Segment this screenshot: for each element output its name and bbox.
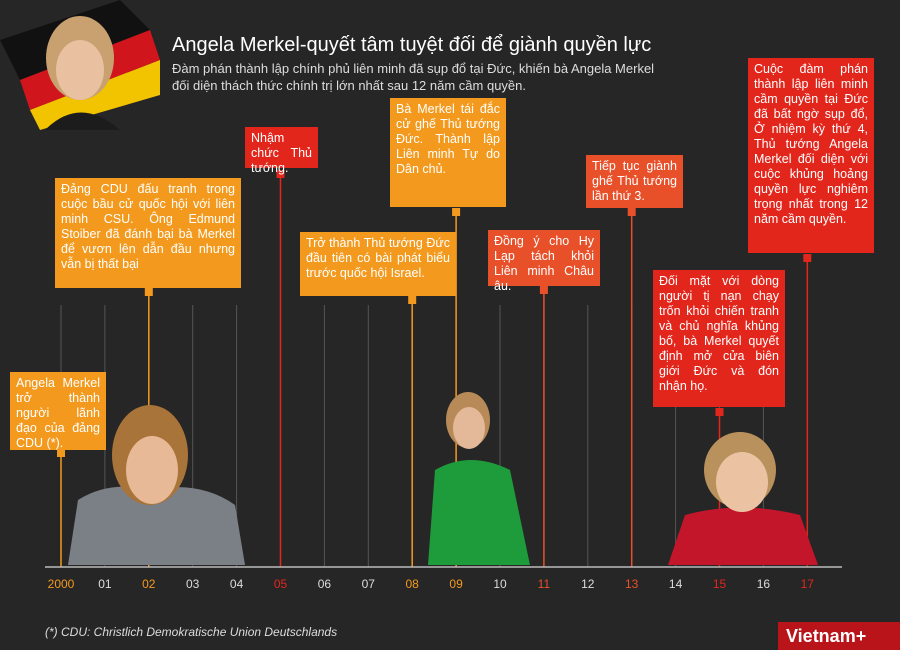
event-box: Đảng CDU đấu tranh trong cuộc bầu cử quố… bbox=[55, 178, 241, 288]
year-label: 08 bbox=[405, 577, 419, 591]
year-label: 07 bbox=[361, 577, 375, 591]
footnote: (*) CDU: Christlich Demokratische Union … bbox=[45, 625, 338, 639]
event-box: Nhậm chức Thủ tướng. bbox=[245, 127, 318, 175]
event-box: Tiếp tục giành ghế Thủ tướng lần thứ 3. bbox=[586, 155, 683, 208]
year-label: 05 bbox=[273, 577, 288, 591]
event-box: Cuộc đàm phán thành lập liên minh cầm qu… bbox=[748, 58, 874, 253]
event-dot bbox=[408, 296, 417, 304]
logo-text: Vietnam+ bbox=[786, 626, 866, 646]
event-dot bbox=[144, 288, 153, 296]
year-label: 11 bbox=[537, 577, 551, 591]
year-label: 09 bbox=[449, 577, 463, 591]
event-dot bbox=[803, 254, 812, 262]
event-dot bbox=[276, 170, 285, 178]
event-box: Trở thành Thủ tướng Đức đầu tiên có bài … bbox=[300, 232, 456, 296]
event-dot bbox=[57, 449, 65, 457]
subtitle: Đàm phán thành lập chính phủ liên minh đ… bbox=[172, 61, 655, 93]
photo-2009 bbox=[428, 392, 530, 565]
event-box: Đối mặt với dòng người tị nạn chạy trốn … bbox=[653, 270, 785, 407]
year-label: 16 bbox=[756, 577, 771, 591]
year-label: 17 bbox=[800, 577, 814, 591]
year-label: 12 bbox=[581, 577, 595, 591]
photo-2000 bbox=[68, 405, 245, 565]
header-photo bbox=[0, 0, 160, 130]
event-dot bbox=[627, 208, 636, 216]
title: Angela Merkel-quyết tâm tuyệt đối để già… bbox=[172, 34, 652, 56]
event-dot bbox=[715, 408, 724, 416]
year-label: 13 bbox=[625, 577, 639, 591]
event-box: Đồng ý cho Hy Lạp tách khỏi Liên minh Ch… bbox=[488, 230, 600, 293]
event-box: Angela Merkel trở thành người lãnh đạo c… bbox=[10, 372, 106, 450]
event-dot bbox=[539, 286, 548, 294]
year-label: 01 bbox=[98, 577, 112, 591]
event-dot bbox=[452, 208, 461, 216]
year-label: 15 bbox=[712, 577, 727, 591]
year-label: 14 bbox=[668, 577, 683, 591]
year-label: 03 bbox=[186, 577, 200, 591]
year-label: 2000 bbox=[47, 577, 75, 591]
year-label: 10 bbox=[493, 577, 507, 591]
event-box: Bà Merkel tái đắc cử ghế Thủ tướng Đức. … bbox=[390, 98, 506, 207]
photo-2015 bbox=[668, 432, 818, 565]
year-label: 06 bbox=[317, 577, 332, 591]
logo: Vietnam+ bbox=[778, 622, 900, 650]
year-label: 04 bbox=[229, 577, 244, 591]
year-label: 02 bbox=[142, 577, 156, 591]
